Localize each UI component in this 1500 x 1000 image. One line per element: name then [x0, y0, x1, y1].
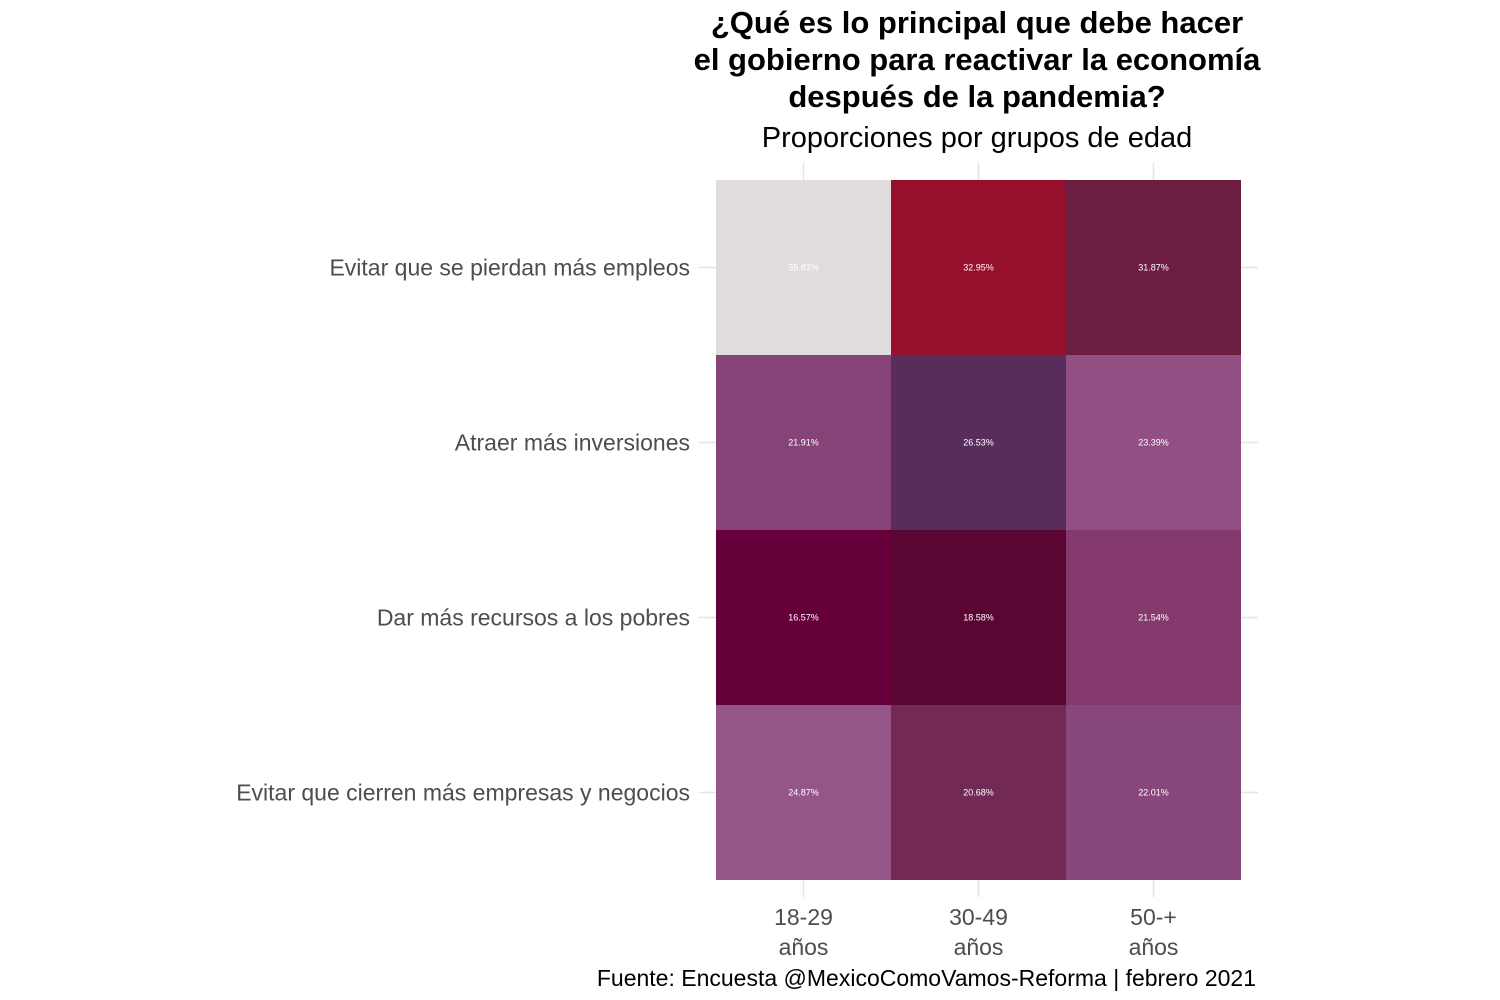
x-tick-label: años — [1129, 934, 1179, 960]
heatmap-cell — [891, 705, 1066, 880]
heatmap-cell — [1066, 180, 1241, 355]
y-tick-label: Atraer más inversiones — [455, 430, 690, 456]
cell-value-label: 16.57% — [788, 613, 819, 623]
x-tick-label: 30-49 — [949, 904, 1008, 930]
x-tick-label: años — [779, 934, 829, 960]
y-axis-labels: Evitar que se pierdan más empleos Atraer … — [236, 255, 690, 806]
x-tick-label: 50-+ — [1130, 904, 1177, 930]
x-axis-labels: 18-29 años 30-49 años 50-+ años — [774, 904, 1178, 960]
cell-value-label: 21.91% — [788, 438, 819, 448]
heatmap-cell — [1066, 355, 1241, 530]
heatmap-cell — [891, 530, 1066, 705]
chart-caption: Fuente: Encuesta @MexicoComoVamos-Reform… — [597, 965, 1256, 991]
heatmap-cell — [1066, 705, 1241, 880]
cell-value-label: 35.83% — [788, 263, 819, 273]
cell-value-label: 22.01% — [1138, 788, 1169, 798]
heatmap-cell — [716, 355, 891, 530]
heatmap-cell — [716, 180, 891, 355]
cell-value-label: 20.68% — [963, 788, 994, 798]
heatmap-cell — [891, 180, 1066, 355]
cell-value-label: 24.87% — [788, 788, 819, 798]
heatmap-cell — [716, 705, 891, 880]
chart-title: ¿Qué es lo principal que debe hacer el g… — [694, 5, 1262, 114]
heatmap-cells: 35.83% 32.95% 31.87% 21.91% 26.53% 23.39% 16.5… — [716, 180, 1241, 880]
title-line-3: después de la pandemia? — [788, 79, 1165, 114]
cell-value-label: 21.54% — [1138, 613, 1169, 623]
x-tick-label: 18-29 — [774, 904, 833, 930]
heatmap-cell — [1066, 530, 1241, 705]
cell-value-label: 23.39% — [1138, 438, 1169, 448]
title-line-2: el gobierno para reactivar la economía — [694, 42, 1262, 77]
heatmap-cell — [891, 355, 1066, 530]
cell-value-label: 18.58% — [963, 613, 994, 623]
cell-value-label: 32.95% — [963, 263, 994, 273]
cell-value-label: 26.53% — [963, 438, 994, 448]
x-tick-label: años — [954, 934, 1004, 960]
y-tick-label: Dar más recursos a los pobres — [377, 605, 690, 631]
heatmap-cell — [716, 530, 891, 705]
cell-value-label: 31.87% — [1138, 263, 1169, 273]
title-line-1: ¿Qué es lo principal que debe hacer — [711, 5, 1243, 40]
y-tick-label: Evitar que se pierdan más empleos — [329, 255, 690, 281]
chart-subtitle: Proporciones por grupos de edad — [762, 122, 1192, 154]
y-tick-label: Evitar que cierren más empresas y negoci… — [236, 780, 690, 806]
